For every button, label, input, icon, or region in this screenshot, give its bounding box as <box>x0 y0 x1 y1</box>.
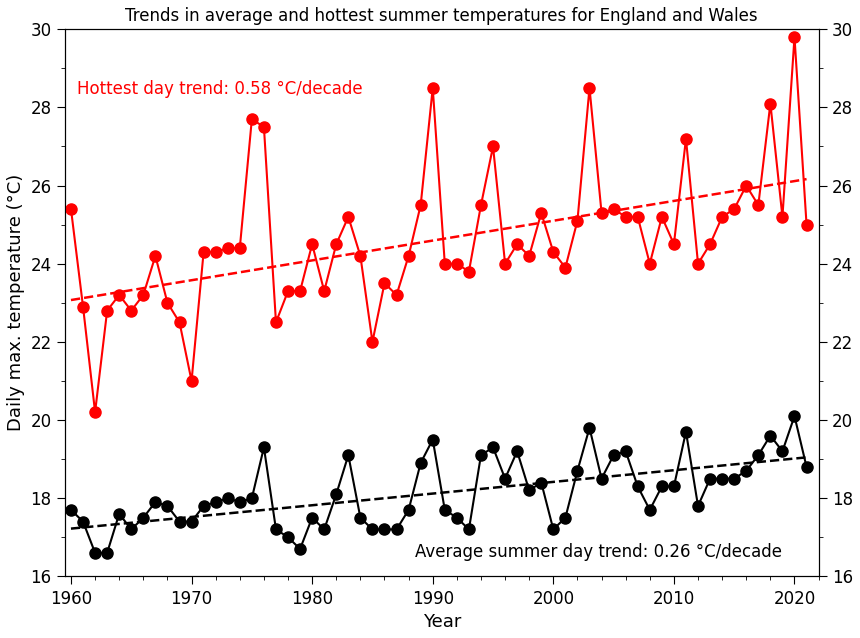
Text: Hottest day trend: 0.58 °C/decade: Hottest day trend: 0.58 °C/decade <box>77 80 363 98</box>
Y-axis label: Daily max. temperature (°C): Daily max. temperature (°C) <box>7 174 25 431</box>
X-axis label: Year: Year <box>422 613 461 631</box>
Text: Average summer day trend: 0.26 °C/decade: Average summer day trend: 0.26 °C/decade <box>415 543 782 561</box>
Title: Trends in average and hottest summer temperatures for England and Wales: Trends in average and hottest summer tem… <box>126 7 759 25</box>
